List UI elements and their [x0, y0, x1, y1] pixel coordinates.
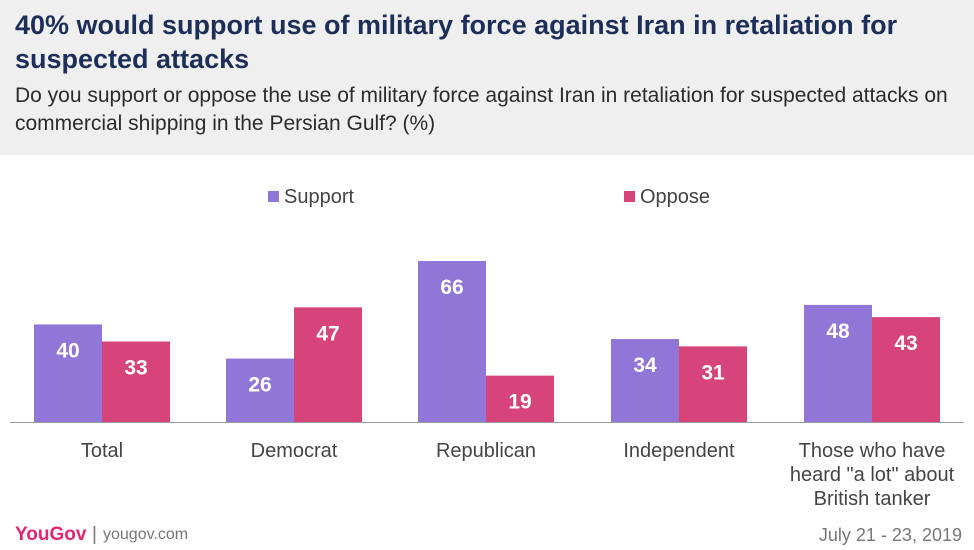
bar-support-0 — [34, 324, 102, 422]
legend-support-label: Support — [284, 186, 355, 208]
data-label-oppose-0: 33 — [124, 357, 147, 380]
category-label-4-line-0: Those who have — [799, 440, 946, 462]
bar-oppose-4 — [872, 317, 940, 422]
data-label-support-0: 40 — [56, 339, 79, 362]
footer-url[interactable]: yougov.com — [103, 526, 189, 543]
legend-support-swatch — [268, 191, 279, 202]
data-label-support-1: 26 — [248, 374, 271, 397]
data-label-oppose-2: 19 — [508, 391, 531, 414]
survey-date: July 21 - 23, 2019 — [818, 525, 962, 545]
legend-oppose-label: Oppose — [640, 186, 711, 208]
bar-support-4 — [804, 304, 872, 422]
data-label-support-3: 34 — [633, 354, 657, 377]
bar-oppose-0 — [102, 341, 170, 422]
legend-support: Support — [268, 185, 354, 209]
category-label-3: Independent — [623, 440, 735, 462]
bar-oppose-1 — [294, 307, 362, 422]
legend-oppose: Oppose — [624, 185, 710, 209]
chart-title: 40% would support use of military force … — [15, 10, 898, 74]
category-label-4-line-2: British tanker — [814, 488, 931, 510]
data-label-oppose-4: 43 — [894, 332, 917, 355]
bar-oppose-3 — [679, 346, 747, 422]
category-label-4-line-1: heard "a lot" about — [790, 464, 955, 486]
bar-oppose-2 — [486, 375, 554, 422]
footer-separator: | — [92, 524, 97, 545]
data-label-support-2: 66 — [440, 276, 463, 299]
data-label-oppose-1: 47 — [316, 322, 339, 345]
chart-subtitle: Do you support or oppose the use of mili… — [15, 84, 948, 135]
bar-support-2 — [418, 261, 486, 422]
bar-chart: 40 33 Total 26 47 Democrat 66 19 Republican 34 31 I… — [10, 261, 964, 510]
category-label-0: Total — [81, 440, 123, 462]
legend-oppose-swatch — [624, 191, 635, 202]
data-label-support-4: 48 — [826, 320, 850, 343]
yougov-logo: YouGov — [15, 524, 87, 545]
bar-support-3 — [611, 339, 679, 422]
category-label-2: Republican — [436, 440, 536, 462]
bar-support-1 — [226, 358, 294, 422]
header-band: 40% would support use of military force … — [0, 0, 974, 155]
category-label-1: Democrat — [251, 440, 338, 462]
data-label-oppose-3: 31 — [701, 361, 725, 384]
